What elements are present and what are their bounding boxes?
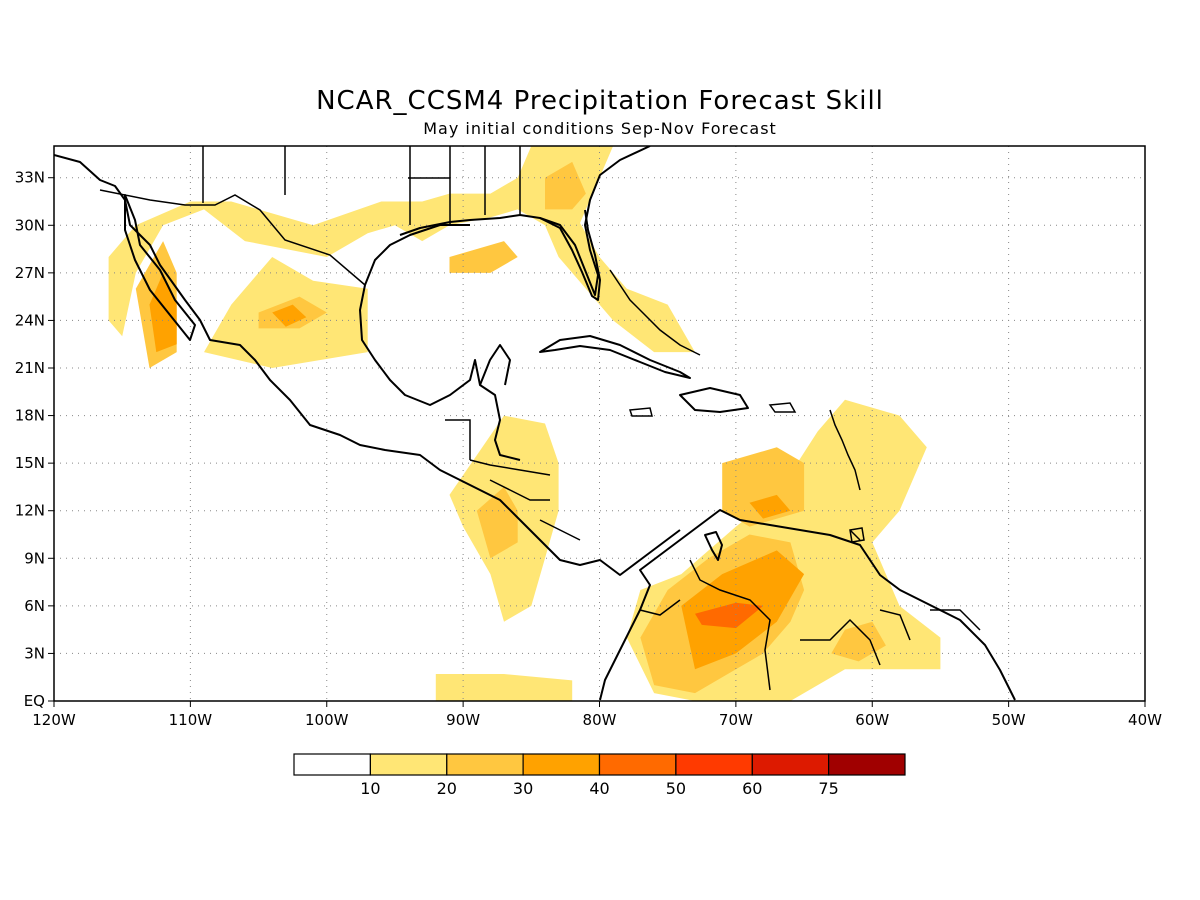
- skill-region-18: [695, 602, 764, 629]
- colorbar-swatch: [446, 753, 524, 776]
- lat-tick-label: 12N: [15, 502, 45, 520]
- lat-tick-label: 6N: [24, 597, 45, 615]
- coastline-us-gulf: [399, 146, 651, 296]
- coastline-layer: [54, 146, 1016, 701]
- lat-tick-label: 18N: [15, 407, 45, 425]
- colorbar-label: 60: [742, 779, 762, 798]
- colorbar-label: 50: [666, 779, 686, 798]
- latitude-ticks: EQ 3N 6N 9N 12N 15N 18N 21N 24N 27N 30N 33N: [15, 169, 54, 710]
- colorbar-swatch: [293, 753, 372, 776]
- coastline-yucatan: [479, 344, 511, 386]
- colorbar-swatch: [751, 753, 830, 776]
- coastline-cuba: [539, 335, 691, 379]
- colorbar-label: 20: [437, 779, 457, 798]
- lat-tick-label: 24N: [15, 311, 45, 329]
- lat-tick-label: 21N: [15, 359, 45, 377]
- colorbar-label: 75: [818, 779, 838, 798]
- coastline-florida: [539, 209, 601, 301]
- lon-tick-label: 110W: [169, 711, 213, 729]
- skill-region-5: [435, 674, 573, 701]
- plot-frame: [53, 145, 1146, 702]
- colorbar-label: 40: [589, 779, 609, 798]
- lon-tick-label: 120W: [32, 711, 76, 729]
- lat-tick-label: 27N: [15, 264, 45, 282]
- map-title: NCAR_CCSM4 Precipitation Forecast Skill: [316, 86, 884, 116]
- colorbar-swatch: [675, 753, 753, 776]
- skill-region-17: [749, 494, 791, 519]
- lon-tick-label: 70W: [719, 711, 753, 729]
- skill-region-15: [272, 304, 307, 327]
- skill-region-13: [831, 621, 886, 662]
- skill-region-12: [476, 486, 518, 559]
- coastline-lake-maracaibo: [704, 531, 723, 561]
- border-central-america: [445, 419, 581, 541]
- lat-tick-label: 15N: [15, 454, 45, 472]
- colorbar-swatch: [369, 753, 448, 776]
- colorbar-swatch: [598, 753, 677, 776]
- coastline-gulf-of-mexico: [359, 224, 521, 461]
- skill-region-2: [545, 209, 695, 353]
- map-subtitle: May initial conditions Sep-Nov Forecast: [423, 119, 777, 138]
- lon-tick-label: 40W: [1128, 711, 1162, 729]
- colorbar-swatch: [827, 753, 906, 776]
- island-chain-bahamas: [609, 269, 701, 356]
- skill-region-9: [545, 161, 586, 210]
- island-chain-lesser-antilles: [829, 409, 861, 541]
- skill-region-0: [108, 146, 614, 337]
- colorbar-label: 10: [360, 779, 380, 798]
- lat-tick-label: 9N: [24, 549, 45, 567]
- skill-region-8: [449, 241, 518, 273]
- coastline-baja-california: [124, 194, 196, 341]
- skill-region-14: [149, 272, 177, 353]
- lat-lon-grid: [54, 146, 1145, 701]
- colorbar-swatch: [522, 753, 601, 776]
- island-puerto-rico: [768, 402, 797, 413]
- lat-tick-label: 33N: [15, 169, 45, 187]
- lat-tick-label: 30N: [15, 216, 45, 234]
- island-trinidad: [849, 527, 865, 543]
- lon-tick-label: 90W: [446, 711, 480, 729]
- lat-tick-label: EQ: [24, 692, 45, 710]
- lon-tick-label: 100W: [305, 711, 349, 729]
- lon-tick-label: 50W: [992, 711, 1026, 729]
- caribbean-islands: [609, 269, 865, 543]
- coastline-hispaniola: [679, 387, 749, 413]
- skill-shading-layer: [108, 146, 941, 701]
- lon-tick-label: 80W: [583, 711, 617, 729]
- colorbar-label: 30: [513, 779, 533, 798]
- colorbar: 10 20 30 40 50 60 75: [293, 753, 906, 798]
- island-jamaica: [628, 407, 653, 417]
- border-south-america: [639, 559, 981, 691]
- lon-tick-label: 60W: [855, 711, 889, 729]
- longitude-ticks: 120W 110W 100W 90W 80W 70W 60W 50W 40W: [32, 701, 1162, 729]
- border-us-mexico: [99, 189, 366, 286]
- political-borders: [99, 146, 981, 691]
- lat-tick-label: 3N: [24, 644, 45, 662]
- border-us-states: [202, 146, 521, 225]
